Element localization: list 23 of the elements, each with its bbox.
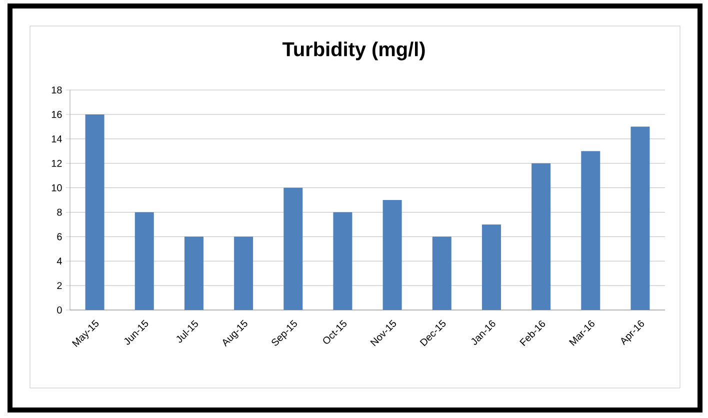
y-tick-label: 6: [57, 233, 62, 240]
bar: [432, 236, 452, 310]
y-tick-label: 10: [52, 184, 62, 192]
bar: [382, 200, 402, 310]
bar: [630, 126, 650, 310]
bar: [184, 236, 204, 310]
y-tick-label: 4: [56, 258, 62, 265]
bar: [234, 236, 254, 310]
y-tick-label: 12: [52, 160, 62, 167]
bar: [85, 114, 104, 310]
y-tick-label: 8: [57, 208, 62, 216]
y-tick-label: 18: [52, 86, 62, 94]
bar: [134, 212, 154, 310]
bar: [581, 151, 600, 310]
chart-title: Turbidity (mg/l): [282, 42, 425, 60]
bar: [532, 163, 551, 310]
bar: [284, 188, 303, 310]
y-tick-label: 14: [52, 135, 62, 142]
bar: [482, 224, 501, 310]
y-tick-label: 0: [57, 306, 62, 314]
y-tick-label: 16: [52, 110, 62, 118]
bar: [333, 212, 352, 310]
y-tick-label: 2: [57, 282, 62, 290]
